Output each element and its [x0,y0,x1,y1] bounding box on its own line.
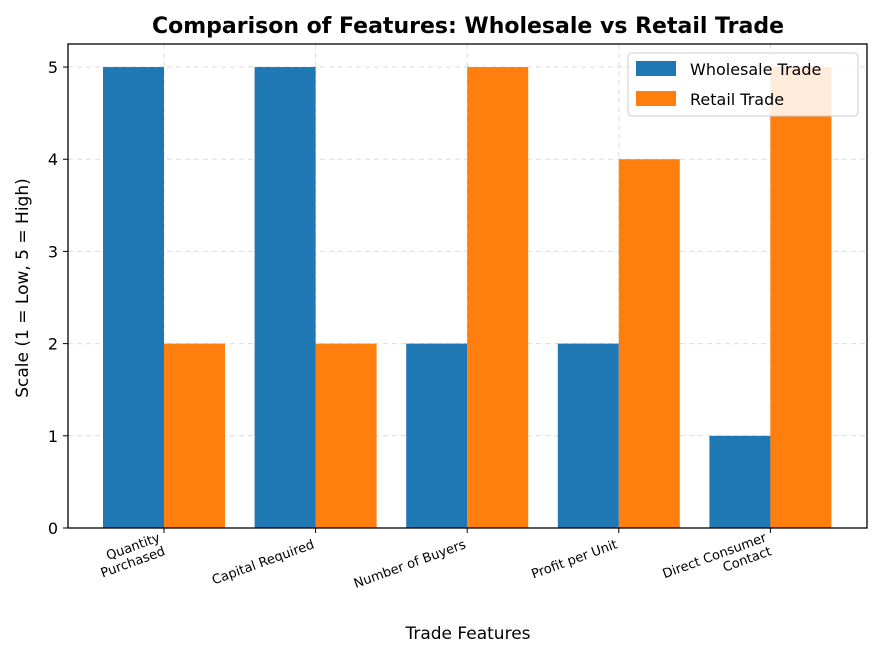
chart-title: Comparison of Features: Wholesale vs Ret… [152,14,784,39]
y-tick-label: 2 [48,335,58,354]
bar [103,67,164,529]
bar [770,67,832,529]
y-tick-label: 0 [48,519,58,538]
y-tick-label: 4 [48,150,58,169]
bar [618,159,680,528]
bar [164,343,225,528]
y-axis-label: Scale (1 = Low, 5 = High) [13,178,33,398]
x-tick-label-group: Profit per Unit [530,537,620,582]
x-tick-label: Profit per Unit [530,537,620,582]
bar [557,343,619,528]
y-tick-label: 3 [48,242,58,261]
bar [406,343,468,528]
legend-swatch [636,61,676,76]
x-axis-label: Trade Features [404,624,530,644]
legend-swatch [636,91,676,106]
x-tick-label: Capital Required [210,537,316,588]
x-tick-label: Number of Buyers [352,537,468,592]
bar [254,67,316,529]
x-tick-label-group: Number of Buyers [352,537,468,592]
legend-label: Wholesale Trade [690,60,821,79]
bar [467,67,529,529]
legend: Wholesale Trade Retail Trade [627,52,859,117]
x-tick-label-group: Capital Required [210,537,316,588]
bar [709,435,771,528]
legend-label: Retail Trade [690,90,784,109]
bar [315,343,377,528]
y-tick-label: 1 [48,427,58,446]
legend-box [627,52,859,117]
y-tick-label: 5 [48,58,58,77]
